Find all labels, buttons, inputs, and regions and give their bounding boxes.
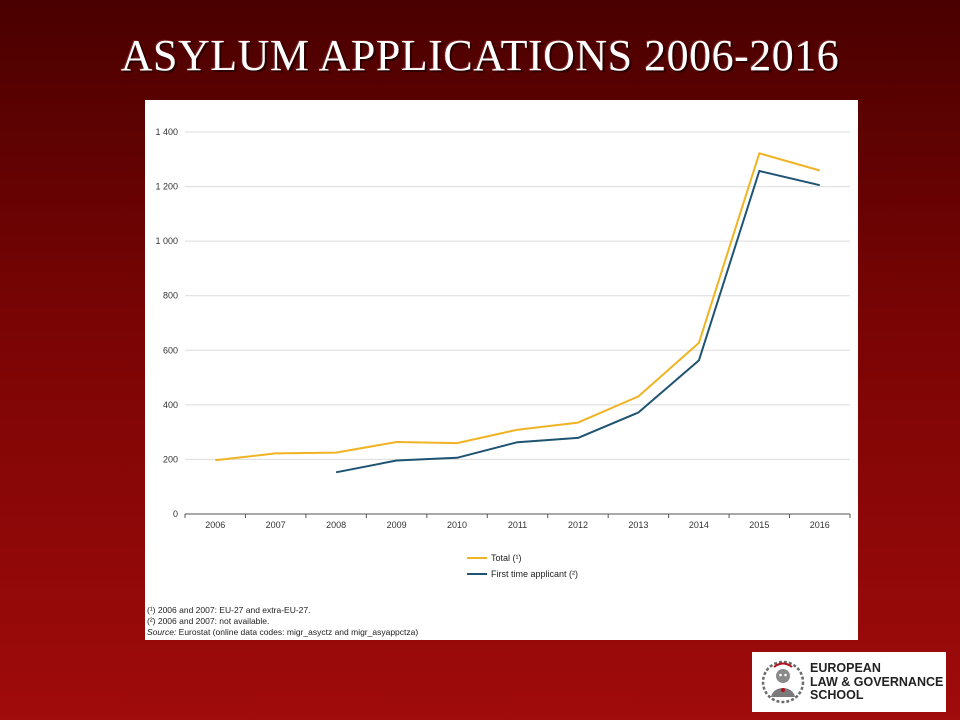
x-tick-label: 2014 xyxy=(689,520,709,530)
x-tick-label: 2007 xyxy=(266,520,286,530)
x-tick-label: 2015 xyxy=(749,520,769,530)
y-tick-label: 1 000 xyxy=(155,236,178,246)
logo-line-2: LAW & GOVERNANCE xyxy=(810,674,944,689)
legend-label: First time applicant (²) xyxy=(491,569,578,579)
y-tick-label: 200 xyxy=(163,454,178,464)
x-tick-label: 2012 xyxy=(568,520,588,530)
source-text: Eurostat (online data codes: migr_asyctz… xyxy=(176,627,419,637)
chart-footnotes: (¹) 2006 and 2007: EU-27 and extra-EU-27… xyxy=(147,605,847,638)
footnote-1: (¹) 2006 and 2007: EU-27 and extra-EU-27… xyxy=(147,605,311,615)
slide-title: ASYLUM APPLICATIONS 2006-2016 xyxy=(120,31,840,80)
source-line: Source: Eurostat (online data codes: mig… xyxy=(147,627,847,638)
line-chart: 0 200 400 600 800 1 000 1 200 1 400 2006 2007 2008… xyxy=(155,127,851,579)
school-logo: EUROPEAN LAW & GOVERNANCE SCHOOL xyxy=(752,652,946,712)
chart-legend: Total (¹) First time applicant (²) xyxy=(467,553,578,579)
series-line-2 xyxy=(335,170,821,474)
chart-gridlines xyxy=(185,131,850,460)
laureate-figure-emblem-icon xyxy=(761,660,805,704)
legend-label: Total (¹) xyxy=(491,553,522,563)
chart-series xyxy=(215,152,821,474)
y-tick-label: 800 xyxy=(163,291,178,301)
logo-line-3: SCHOOL xyxy=(810,688,864,702)
logo-line-1: EUROPEAN xyxy=(810,661,881,675)
x-tick-label: 2009 xyxy=(387,520,407,530)
x-tick-label: 2010 xyxy=(447,520,467,530)
footnote-2: (²) 2006 and 2007: not available. xyxy=(147,616,270,626)
x-tick-label: 2011 xyxy=(508,520,527,530)
logo-text: EUROPEAN LAW & GOVERNANCE SCHOOL xyxy=(810,661,944,703)
x-tick-label: 2008 xyxy=(326,520,346,530)
y-tick-label: 1 200 xyxy=(155,182,178,192)
x-tick-label: 2006 xyxy=(205,520,225,530)
x-tick-label: 2016 xyxy=(810,520,830,530)
y-tick-label: 400 xyxy=(163,400,178,410)
x-tick-label: 2013 xyxy=(628,520,648,530)
y-tick-label: 600 xyxy=(163,345,178,355)
y-tick-label: 0 xyxy=(173,509,178,519)
chart-axes: 0 200 400 600 800 1 000 1 200 1 400 2006 2007 2008… xyxy=(155,127,851,530)
series-line-1 xyxy=(215,152,821,462)
y-tick-label: 1 400 xyxy=(155,127,178,137)
chart-panel: 0 200 400 600 800 1 000 1 200 1 400 2006 2007 2008… xyxy=(145,100,858,640)
source-label: Source: xyxy=(147,627,177,637)
